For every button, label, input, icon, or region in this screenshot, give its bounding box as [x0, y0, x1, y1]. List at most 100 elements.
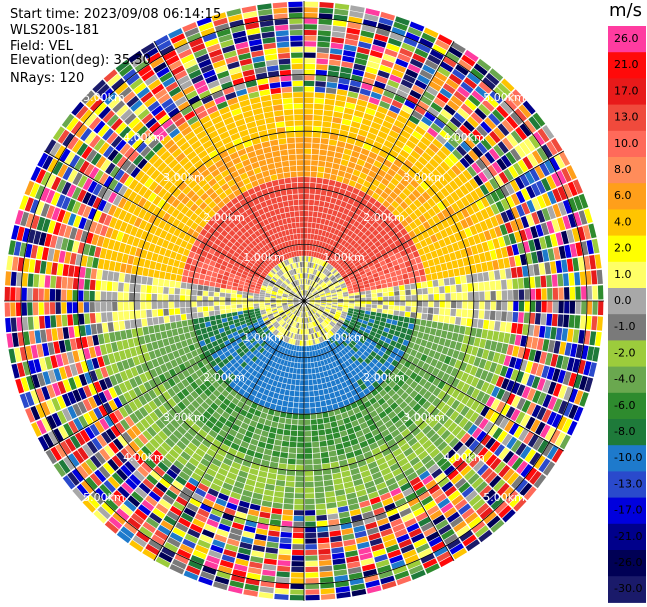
velocity-bin [415, 486, 427, 496]
velocity-bin [392, 375, 401, 384]
velocity-bin [320, 274, 325, 279]
velocity-bin [380, 365, 388, 373]
velocity-bin [332, 279, 338, 284]
velocity-bin [371, 178, 381, 187]
velocity-bin [181, 378, 190, 388]
velocity-bin [149, 260, 157, 270]
velocity-bin [113, 384, 123, 396]
velocity-bin [394, 301, 400, 306]
velocity-bin [146, 360, 154, 370]
velocity-bin [514, 231, 522, 243]
velocity-bin [380, 248, 387, 256]
velocity-bin [547, 288, 553, 300]
velocity-bin [227, 281, 233, 286]
velocity-bin [529, 276, 536, 288]
velocity-bin [427, 394, 437, 404]
velocity-bin [350, 278, 357, 283]
velocity-bin [533, 238, 542, 251]
velocity-bin [297, 305, 301, 310]
velocity-bin [287, 401, 294, 408]
velocity-bin [372, 86, 384, 95]
velocity-bin [329, 322, 335, 327]
velocity-bin [414, 208, 423, 218]
velocity-bin [428, 173, 438, 183]
velocity-bin [23, 258, 30, 272]
velocity-bin [420, 319, 427, 327]
velocity-bin [387, 79, 400, 89]
velocity-bin [353, 228, 361, 235]
velocity-bin [440, 429, 451, 440]
velocity-bin [166, 422, 176, 433]
velocity-bin [332, 361, 338, 368]
velocity-bin [72, 487, 86, 502]
velocity-bin [337, 141, 346, 148]
velocity-bin [203, 285, 209, 291]
velocity-bin [492, 352, 501, 363]
velocity-bin [508, 422, 520, 436]
velocity-bin [349, 80, 362, 88]
velocity-bin [237, 505, 249, 514]
velocity-bin [144, 259, 151, 268]
velocity-bin [426, 505, 440, 516]
velocity-bin [309, 297, 315, 300]
velocity-bin [415, 242, 423, 250]
velocity-bin [188, 477, 200, 487]
velocity-bin [358, 41, 372, 50]
velocity-bin [232, 486, 243, 495]
velocity-bin [445, 365, 454, 375]
velocity-bin [120, 526, 135, 539]
velocity-bin [495, 376, 505, 388]
velocity-bin [401, 374, 409, 382]
velocity-bin [304, 290, 306, 296]
velocity-bin [108, 516, 123, 530]
velocity-bin [365, 579, 380, 588]
velocity-bin [86, 256, 94, 268]
velocity-bin [479, 338, 487, 349]
velocity-bin [51, 262, 58, 275]
velocity-bin [276, 296, 282, 299]
velocity-bin [254, 533, 267, 541]
velocity-bin [175, 341, 183, 350]
velocity-bin [561, 328, 568, 342]
velocity-bin [272, 502, 283, 509]
velocity-bin [319, 440, 327, 447]
velocity-bin [310, 234, 315, 240]
velocity-bin [163, 301, 169, 309]
velocity-bin [463, 420, 473, 432]
velocity-bin [396, 114, 408, 124]
velocity-bin [338, 77, 350, 85]
velocity-bin [278, 346, 284, 353]
velocity-bin [268, 324, 274, 330]
velocity-bin [258, 417, 266, 425]
velocity-bin [418, 378, 427, 387]
velocity-bin [298, 323, 301, 329]
velocity-bin [293, 515, 304, 522]
velocity-bin [199, 534, 213, 544]
velocity-bin [221, 554, 236, 563]
velocity-bin [290, 326, 294, 333]
velocity-bin [544, 262, 551, 275]
velocity-bin [326, 281, 332, 286]
velocity-bin [524, 227, 533, 240]
velocity-bin [445, 301, 451, 308]
velocity-bin [201, 424, 211, 434]
velocity-bin [403, 278, 410, 285]
velocity-bin [256, 345, 263, 352]
velocity-bin [346, 223, 353, 230]
velocity-bin [197, 290, 203, 296]
velocity-bin [243, 417, 251, 425]
velocity-bin [146, 293, 152, 301]
velocity-bin [203, 388, 212, 397]
velocity-bin [337, 401, 345, 408]
velocity-bin [227, 415, 237, 424]
velocity-bin [276, 325, 282, 330]
velocity-bin [93, 394, 103, 407]
velocity-bin [218, 565, 233, 574]
velocity-bin [569, 243, 578, 258]
velocity-bin [382, 287, 388, 293]
velocity-bin [271, 294, 277, 297]
velocity-bin [314, 283, 318, 288]
velocity-bin [247, 360, 255, 367]
velocity-bin [84, 313, 91, 324]
velocity-bin [181, 275, 188, 283]
